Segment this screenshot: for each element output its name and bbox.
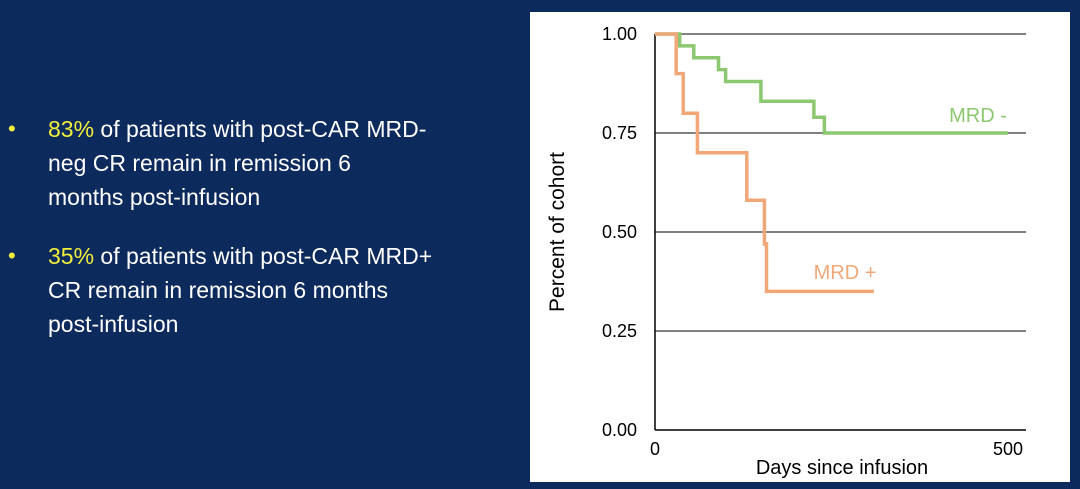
y-axis-title: Percent of cohort: [546, 152, 569, 312]
y-tick-label: 0.25: [602, 321, 637, 341]
series-layer: [655, 32, 1008, 294]
bullet-list: • 83% of patients with post-CAR MRD- neg…: [0, 112, 520, 366]
grid-layer: [655, 33, 1026, 332]
series-line-mrd-pos: [655, 32, 874, 294]
km-chart: 0.00 0.25 0.50 0.75 1.00 0 500 Days since in…: [546, 24, 1026, 479]
bullet-highlight: 83%: [48, 116, 95, 142]
bullet-text: neg CR remain in remission 6: [48, 150, 351, 176]
x-axis-title: Days since infusion: [756, 457, 928, 479]
chart-panel: 0.00 0.25 0.50 0.75 1.00 0 500 Days since in…: [530, 12, 1070, 482]
y-tick-label: 0.50: [602, 222, 637, 242]
bullet-text: of patients with post-CAR MRD+: [94, 243, 433, 269]
bullet-item-mrd-neg: • 83% of patients with post-CAR MRD- neg…: [0, 112, 520, 214]
label-layer: 0.00 0.25 0.50 0.75 1.00: [602, 24, 637, 440]
axis-layer: [654, 34, 1026, 431]
bullet-highlight: 35%: [48, 243, 95, 269]
x-tick-label: 500: [993, 439, 1023, 459]
series-line-mrd-neg: [655, 32, 1008, 135]
bullet-item-mrd-pos: • 35% of patients with post-CAR MRD+ CR …: [0, 239, 520, 341]
bullet-dot-icon: •: [8, 116, 16, 141]
x-tick-label: 0: [650, 439, 660, 459]
series-label-mrd-pos: MRD +: [814, 262, 877, 284]
bullet-text: CR remain in remission 6 months: [48, 277, 389, 303]
bullet-text: months post-infusion: [48, 184, 261, 210]
bullet-text: post-infusion: [48, 311, 179, 337]
bullet-dot-icon: •: [8, 243, 16, 268]
series-label-mrd-neg: MRD -: [949, 105, 1007, 127]
y-tick-label: 1.00: [602, 24, 637, 44]
bullet-text: of patients with post-CAR MRD-: [94, 116, 427, 142]
y-tick-label: 0.75: [602, 123, 637, 143]
y-tick-label: 0.00: [602, 420, 637, 440]
